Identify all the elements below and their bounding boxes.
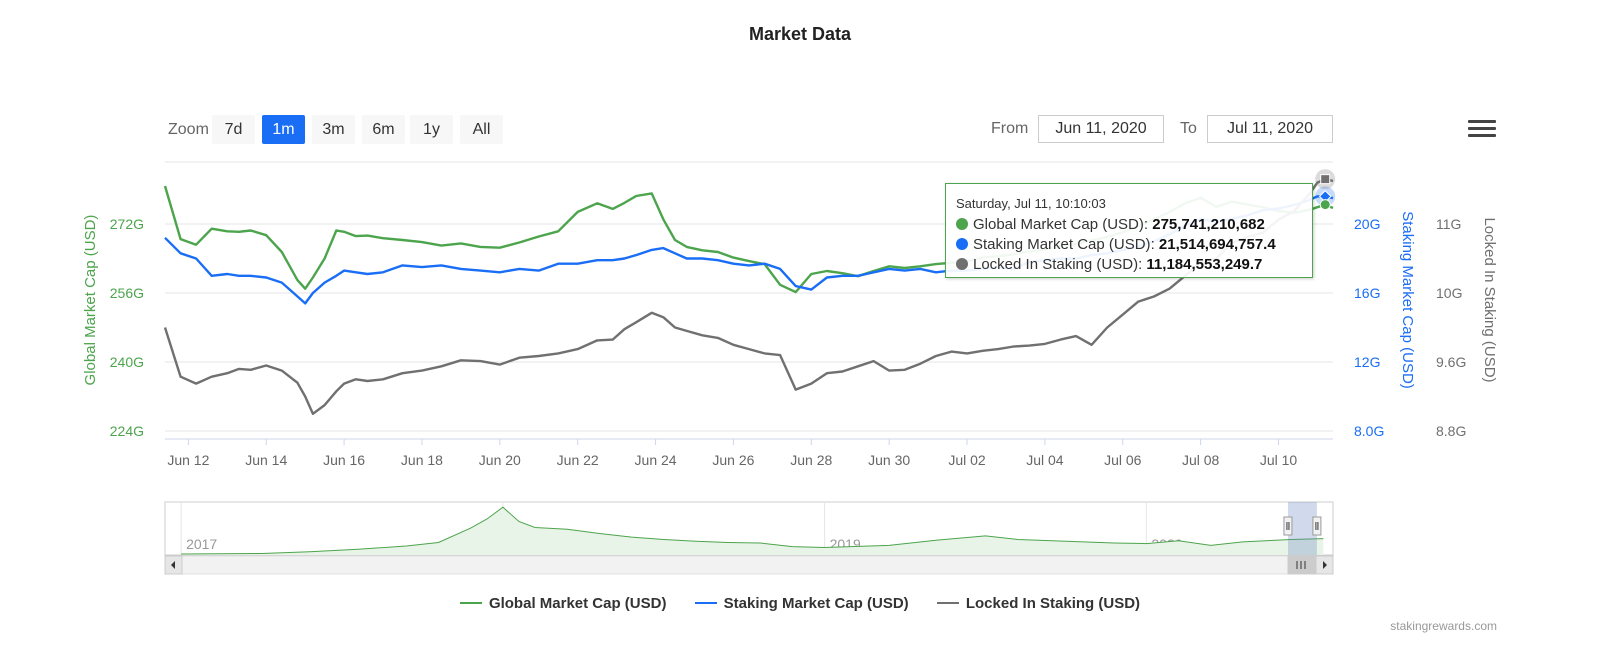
tooltip-date: Saturday, Jul 11, 10:10:03 <box>956 196 1106 211</box>
y-tick-label: 272G <box>110 216 144 232</box>
y-tick-label: 256G <box>110 285 144 301</box>
navigator-left-handle[interactable] <box>1283 516 1293 536</box>
tooltip: Saturday, Jul 11, 10:10:03 Global Market… <box>945 183 1313 278</box>
legend-line-icon <box>694 602 717 604</box>
x-tick-label: Jun 12 <box>167 452 209 468</box>
to-label: To <box>1180 120 1197 137</box>
x-tick-label: Jul 02 <box>948 452 986 468</box>
from-label: From <box>991 120 1029 137</box>
navigator-line <box>181 506 1324 555</box>
tooltip-value: 275,741,210,682 <box>1152 216 1265 233</box>
tooltip-row-global: Global Market Cap (USD): 275,741,210,682 <box>956 215 1302 235</box>
legend-line-icon <box>459 602 482 604</box>
zoom-6m-button[interactable]: 6m <box>362 115 405 144</box>
series-line-locked <box>163 177 1334 415</box>
legend-label: Global Market Cap (USD) <box>488 595 667 612</box>
navigator-area <box>181 507 1324 555</box>
navigator-selection <box>1287 502 1317 555</box>
legend-line-icon <box>936 602 959 604</box>
legend: Global Market Cap (USD) Staking Market C… <box>0 595 1600 612</box>
navigator-scrollbar[interactable] <box>164 555 1334 575</box>
y-tick-label: 16G <box>1354 285 1380 301</box>
tooltip-label: Staking Market Cap (USD) <box>973 236 1151 253</box>
legend-label: Staking Market Cap (USD) <box>723 595 909 612</box>
x-axis: Jun 12 Jun 14 Jun 16 Jun 18 Jun 20 Jun 22 Jun … <box>167 439 1297 468</box>
y-tick-label: 8.8G <box>1436 423 1466 439</box>
zoom-label: Zoom <box>168 121 209 138</box>
y-tick-label: 9.6G <box>1436 354 1466 370</box>
navigator-right-handle[interactable] <box>1312 516 1322 536</box>
global-marker <box>1319 199 1331 211</box>
staking-marker <box>1318 190 1332 203</box>
legend-item-staking[interactable]: Staking Market Cap (USD) <box>694 595 909 612</box>
y-tick-label: 12G <box>1354 354 1380 370</box>
navigator-tick-label: 2017 <box>186 536 217 552</box>
locked-dot-icon <box>956 258 968 270</box>
x-tick-label: Jul 08 <box>1182 452 1220 468</box>
y-tick-label: 11G <box>1436 216 1461 232</box>
global-dot-icon <box>956 218 968 230</box>
tooltip-label: Locked In Staking (USD) <box>973 256 1139 273</box>
y-axis-title: Locked In Staking (USD) <box>1481 217 1498 382</box>
zoom-3m-button[interactable]: 3m <box>312 115 355 144</box>
tooltip-row-locked: Locked In Staking (USD): 11,184,553,249.… <box>956 255 1302 275</box>
x-tick-label: Jun 14 <box>245 452 287 468</box>
x-tick-label: Jun 26 <box>712 452 754 468</box>
legend-item-locked[interactable]: Locked In Staking (USD) <box>936 595 1141 612</box>
x-tick-label: Jun 30 <box>868 452 910 468</box>
y-axis-title: Staking Market Cap (USD) <box>1399 211 1416 389</box>
x-tick-label: Jun 18 <box>401 452 443 468</box>
y-axis-title: Global Market Cap (USD) <box>82 215 99 386</box>
zoom-7d-button[interactable]: 7d <box>212 115 255 144</box>
tooltip-value: 11,184,553,249.7 <box>1146 256 1263 273</box>
y-tick-label: 240G <box>110 354 144 370</box>
zoom-1m-button[interactable]: 1m <box>262 115 305 144</box>
x-tick-label: Jun 20 <box>479 452 521 468</box>
chart-menu-icon[interactable] <box>1468 120 1496 142</box>
navigator[interactable]: 2017201820192020 <box>164 501 1334 575</box>
y-axes: 224G 240G 256G 272G Global Market Cap (USD) 8… <box>82 211 1498 439</box>
x-tick-label: Jun 22 <box>557 452 599 468</box>
y-tick-label: 10G <box>1436 285 1462 301</box>
staking-dot-icon <box>956 238 968 250</box>
tooltip-row-staking: Staking Market Cap (USD): 21,514,694,757… <box>956 235 1302 255</box>
x-tick-label: Jun 28 <box>790 452 832 468</box>
y-tick-label: 224G <box>110 423 144 439</box>
y-tick-label: 20G <box>1354 216 1380 232</box>
zoom-1y-button[interactable]: 1y <box>410 115 453 144</box>
from-date-input[interactable] <box>1038 115 1164 143</box>
tooltip-value: 21,514,694,757.4 <box>1158 236 1276 253</box>
y-tick-label: 8.0G <box>1354 423 1384 439</box>
to-date-input[interactable] <box>1207 115 1333 143</box>
credit-link[interactable]: stakingrewards.com <box>1390 619 1497 633</box>
x-tick-label: Jul 10 <box>1260 452 1298 468</box>
chart-title: Market Data <box>748 24 852 44</box>
legend-item-global[interactable]: Global Market Cap (USD) <box>459 595 667 612</box>
x-tick-label: Jul 06 <box>1104 452 1142 468</box>
grid-lines <box>165 161 1333 440</box>
arrow-right-icon <box>1323 561 1327 569</box>
x-tick-label: Jul 04 <box>1026 452 1064 468</box>
arrow-left-icon <box>171 561 175 569</box>
hover-markers <box>1315 169 1336 211</box>
locked-marker <box>1320 174 1331 185</box>
zoom-all-button[interactable]: All <box>460 115 503 144</box>
legend-label: Locked In Staking (USD) <box>965 595 1141 612</box>
x-tick-label: Jun 16 <box>323 452 365 468</box>
x-tick-label: Jun 24 <box>635 452 677 468</box>
tooltip-label: Global Market Cap (USD) <box>973 216 1144 233</box>
